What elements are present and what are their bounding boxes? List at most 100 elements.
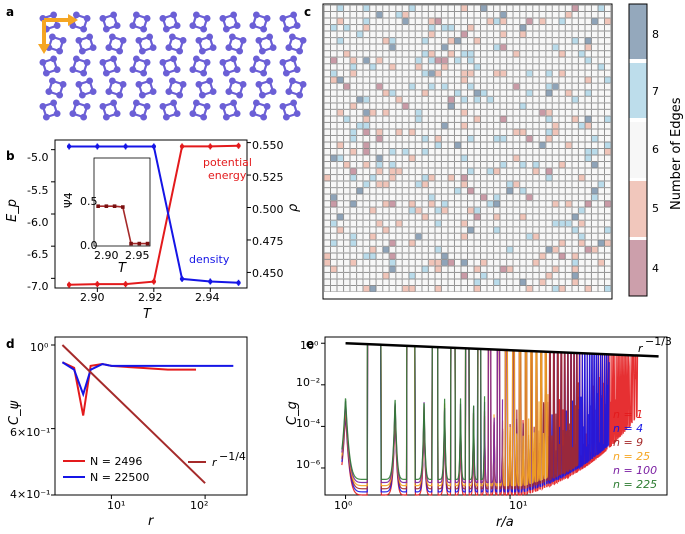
- voronoi-cell: [500, 285, 507, 292]
- voronoi-cell: [571, 226, 579, 234]
- voronoi-cell: [389, 116, 396, 123]
- voronoi-cell: [480, 18, 487, 25]
- voronoi-cell: [493, 272, 500, 279]
- voronoi-cell: [350, 174, 357, 181]
- voronoi-cell: [369, 233, 377, 240]
- voronoi-cell: [415, 116, 422, 123]
- voronoi-cell: [389, 252, 396, 260]
- voronoi-cell: [565, 70, 572, 77]
- voronoi-cell: [604, 207, 611, 214]
- lattice-atom: [269, 44, 277, 52]
- lattice-atom: [209, 88, 217, 96]
- lattice-atom: [219, 102, 227, 110]
- voronoi-cell: [356, 50, 364, 58]
- lattice-atom: [59, 36, 67, 44]
- voronoi-cell: [324, 50, 331, 58]
- voronoi-cell: [474, 135, 481, 142]
- voronoi-cell: [421, 155, 429, 162]
- voronoi-cell: [506, 11, 514, 18]
- voronoi-cell: [343, 135, 350, 142]
- voronoi-cell: [591, 70, 598, 77]
- voronoi-cell: [558, 200, 566, 208]
- voronoi-cell: [395, 187, 403, 195]
- voronoi-cell: [500, 122, 507, 129]
- voronoi-cell: [454, 252, 461, 260]
- voronoi-cell: [454, 76, 461, 84]
- voronoi-cell: [467, 187, 474, 195]
- voronoi-cell: [343, 83, 350, 90]
- voronoi-cell: [330, 194, 337, 201]
- voronoi-cell: [558, 116, 566, 123]
- b-rtick-3: 0.500: [252, 203, 284, 216]
- voronoi-cell: [513, 76, 520, 84]
- voronoi-cell: [395, 76, 403, 84]
- voronoi-cell: [474, 200, 481, 208]
- b-rtick-2: 0.525: [252, 171, 284, 184]
- lattice-atom: [239, 80, 247, 88]
- lattice-atom: [110, 99, 118, 107]
- voronoi-cell: [408, 239, 416, 247]
- voronoi-cell: [565, 266, 572, 273]
- voronoi-cell: [467, 213, 474, 221]
- voronoi-cell: [539, 213, 546, 221]
- b-inset-point: [96, 204, 100, 208]
- voronoi-cell: [395, 168, 403, 175]
- voronoi-cell: [480, 76, 487, 84]
- voronoi-cell: [585, 102, 592, 110]
- voronoi-cell: [526, 57, 533, 64]
- voronoi-cell: [545, 246, 553, 253]
- voronoi-cell: [356, 239, 364, 247]
- lattice-atom: [189, 66, 197, 74]
- voronoi-cell: [552, 109, 559, 116]
- voronoi-cell: [519, 279, 527, 286]
- voronoi-cell: [421, 63, 429, 71]
- voronoi-cell: [395, 83, 403, 90]
- voronoi-cell: [571, 252, 579, 260]
- voronoi-cell: [324, 129, 331, 136]
- voronoi-cell: [461, 83, 468, 90]
- voronoi-cell: [337, 5, 344, 12]
- voronoi-cell: [506, 5, 514, 12]
- lattice-atom: [99, 102, 107, 110]
- voronoi-cell: [506, 168, 514, 175]
- voronoi-cell: [415, 252, 422, 260]
- voronoi-cell: [604, 5, 611, 12]
- voronoi-cell: [474, 109, 481, 116]
- voronoi-cell: [467, 96, 474, 103]
- voronoi-cell: [330, 272, 337, 279]
- voronoi-cell: [539, 89, 546, 97]
- voronoi-cell: [519, 37, 527, 45]
- voronoi-cell: [565, 155, 572, 162]
- voronoi-cell: [356, 285, 364, 292]
- voronoi-cell: [324, 213, 331, 221]
- voronoi-cell: [545, 252, 553, 260]
- voronoi-cell: [408, 194, 416, 201]
- voronoi-cell: [571, 102, 579, 110]
- voronoi-cell: [461, 109, 468, 116]
- voronoi-cell: [526, 96, 533, 103]
- voronoi-cell: [356, 181, 364, 188]
- colorbar-tick-8: 8: [652, 28, 659, 41]
- voronoi-cell: [330, 285, 337, 292]
- voronoi-cell: [408, 11, 416, 18]
- voronoi-cell: [565, 109, 572, 116]
- voronoi-cell: [487, 181, 494, 188]
- voronoi-cell: [428, 57, 435, 64]
- voronoi-cell: [454, 102, 461, 110]
- voronoi-cell: [421, 135, 429, 142]
- lattice-atom: [119, 80, 127, 88]
- voronoi-cell: [493, 168, 500, 175]
- voronoi-cell: [402, 233, 409, 240]
- lattice-atom: [102, 69, 110, 77]
- colorbar-segment-4: [629, 240, 647, 296]
- voronoi-cell: [506, 194, 514, 201]
- voronoi-cell: [487, 63, 494, 71]
- voronoi-cell: [585, 246, 592, 253]
- voronoi-cell: [474, 24, 481, 31]
- voronoi-cell: [350, 89, 357, 97]
- voronoi-cell: [421, 194, 429, 201]
- voronoi-cell: [428, 63, 435, 71]
- voronoi-cell: [415, 239, 422, 247]
- voronoi-cell: [356, 96, 364, 103]
- voronoi-cell: [389, 246, 396, 253]
